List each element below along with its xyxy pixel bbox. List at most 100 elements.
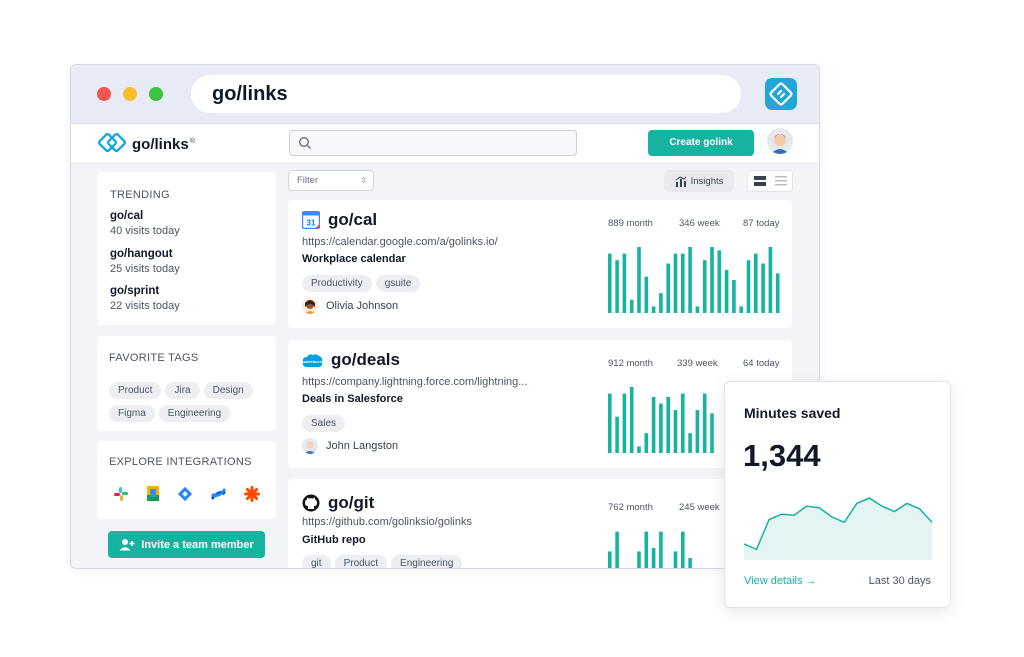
- link-name[interactable]: go/git: [328, 493, 375, 512]
- salesforce-icon: salesforce: [302, 353, 323, 367]
- slack-icon[interactable]: [113, 486, 129, 502]
- date-range-label: Last 30 days: [868, 575, 931, 587]
- filter-select[interactable]: Filter ⇕: [288, 170, 374, 191]
- insights-label: Insights: [690, 175, 724, 187]
- trending-visits: 22 visits today: [110, 300, 180, 312]
- tag-chip[interactable]: git: [302, 555, 331, 568]
- chevron-updown-icon: ⇕: [360, 176, 367, 185]
- tag-chip[interactable]: Jira: [165, 382, 200, 399]
- create-golink-button[interactable]: Create golink: [648, 130, 754, 156]
- activity-bar: [608, 551, 612, 568]
- minutes-saved-value: 1,344: [743, 438, 821, 473]
- stat-today: 64 today: [743, 358, 780, 369]
- stat-week: 346 week: [679, 218, 720, 229]
- tag-chip[interactable]: Productivity: [302, 275, 372, 292]
- invite-label: Invite a team member: [141, 538, 254, 551]
- activity-bar: [637, 247, 641, 313]
- link-name[interactable]: go/deals: [331, 350, 400, 369]
- add-user-icon: [119, 539, 135, 551]
- calendar-icon-text: 31: [307, 219, 316, 228]
- activity-bar: [710, 413, 714, 453]
- view-toggle: [747, 170, 793, 192]
- confluence-icon[interactable]: [210, 486, 227, 502]
- activity-bar: [702, 393, 707, 453]
- tag-chip[interactable]: Engineering: [158, 405, 231, 422]
- activity-bar: [710, 247, 714, 313]
- activity-chart: [608, 247, 780, 313]
- trending-item[interactable]: go/sprint 22 visits today: [110, 285, 180, 312]
- activity-bar: [659, 403, 663, 453]
- minutes-saved-trend-chart: [744, 497, 933, 560]
- card-view-icon[interactable]: [754, 176, 766, 186]
- tag-chip[interactable]: Sales: [302, 415, 346, 432]
- search-icon: [298, 136, 311, 149]
- owner-avatar: [302, 298, 318, 314]
- link-tags: Sales: [302, 413, 349, 432]
- activity-bar: [615, 531, 619, 568]
- address-bar[interactable]: go/links: [191, 75, 741, 113]
- activity-bar: [659, 293, 663, 313]
- close-dot[interactable]: [97, 87, 111, 101]
- stat-week: 339 week: [677, 358, 718, 369]
- activity-chart: [608, 387, 714, 453]
- activity-bar: [608, 253, 612, 313]
- activity-bar: [622, 253, 627, 313]
- minutes-saved-title: Minutes saved: [744, 405, 841, 421]
- trending-visits: 40 visits today: [110, 225, 180, 237]
- activity-bar: [681, 531, 685, 568]
- google-calendar-icon: 31: [302, 211, 320, 229]
- salesforce-icon-text: salesforce: [303, 360, 322, 364]
- activity-bar: [651, 306, 656, 313]
- zapier-icon[interactable]: [244, 485, 260, 502]
- trending-item[interactable]: go/hangout 25 visits today: [110, 248, 180, 275]
- link-card[interactable]: salesforce go/deals https://company.ligh…: [288, 340, 792, 468]
- activity-bar: [629, 387, 634, 453]
- tag-chip[interactable]: Engineering: [391, 555, 463, 568]
- activity-bar: [615, 260, 619, 313]
- link-title: salesforce go/deals: [302, 350, 400, 370]
- trending-item[interactable]: go/cal 40 visits today: [110, 210, 180, 237]
- insights-icon: [675, 175, 686, 187]
- link-card[interactable]: 31 go/cal https://calendar.google.com/a/…: [288, 200, 792, 328]
- search-input[interactable]: [289, 130, 577, 156]
- tag-chip[interactable]: Product: [334, 555, 388, 568]
- title-bar: go/links: [71, 65, 819, 124]
- activity-bar: [666, 263, 670, 313]
- minimize-dot[interactable]: [123, 87, 137, 101]
- view-details-link[interactable]: View details →: [744, 575, 817, 587]
- golinks-logo[interactable]: go/links ®: [97, 133, 195, 155]
- logo-icon: [97, 133, 127, 153]
- activity-chart: [608, 531, 692, 568]
- link-description: Workplace calendar: [302, 253, 406, 265]
- jira-icon[interactable]: [177, 486, 193, 502]
- activity-bar: [739, 306, 743, 313]
- link-card[interactable]: go/git https://github.com/golinksio/goli…: [288, 479, 792, 568]
- google-docs-icon[interactable]: [146, 485, 160, 502]
- trending-visits: 25 visits today: [110, 263, 180, 275]
- insights-button[interactable]: Insights: [664, 170, 734, 192]
- activity-bar: [644, 531, 649, 568]
- tag-chip[interactable]: gsuite: [375, 275, 421, 292]
- trending-card: TRENDING go/cal 40 visits today go/hango…: [97, 172, 276, 325]
- tag-chip[interactable]: Figma: [109, 405, 155, 422]
- user-avatar[interactable]: [767, 128, 793, 154]
- favorite-tags-card: FAVORITE TAGS Product Jira Design Figma Engi…: [97, 336, 276, 431]
- trend-area: [744, 498, 932, 560]
- trend-line: [744, 497, 933, 551]
- invite-team-member-button[interactable]: Invite a team member: [108, 531, 265, 558]
- logo-text: go/links: [132, 135, 189, 153]
- link-owner: John Langston: [302, 438, 398, 454]
- activity-bar: [688, 558, 692, 568]
- tag-chip[interactable]: Design: [203, 382, 253, 399]
- minutes-saved-card: Minutes saved 1,344 View details → Last …: [724, 381, 951, 608]
- activity-bar: [702, 260, 707, 313]
- link-description: Deals in Salesforce: [302, 393, 403, 405]
- tag-chip[interactable]: Product: [109, 382, 162, 399]
- activity-bar: [673, 551, 678, 568]
- maximize-dot[interactable]: [149, 87, 163, 101]
- stat-month: 912 month: [608, 358, 653, 369]
- link-name[interactable]: go/cal: [328, 210, 378, 229]
- list-view-icon[interactable]: [775, 176, 787, 186]
- golinks-extension-icon[interactable]: [765, 78, 797, 110]
- activity-bar: [615, 416, 619, 453]
